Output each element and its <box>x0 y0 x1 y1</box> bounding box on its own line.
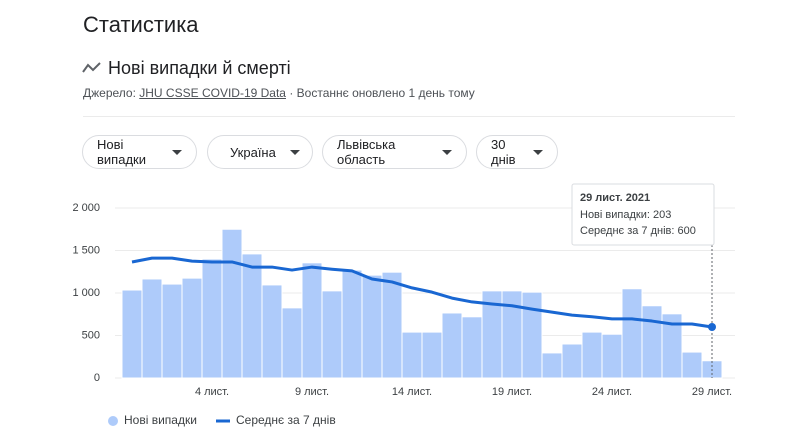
trend-icon <box>82 62 101 73</box>
filter-button[interactable]: Україна <box>207 135 313 169</box>
bar <box>121 289 143 379</box>
bar <box>461 316 483 379</box>
bar <box>281 307 303 379</box>
tooltip-title: 29 лист. 2021 <box>580 192 650 204</box>
filter-label: Україна <box>230 144 276 160</box>
line <box>131 256 713 329</box>
bar <box>581 331 603 379</box>
legend-label: Нові випадки <box>124 413 197 427</box>
bar <box>601 333 623 379</box>
filter-button[interactable]: Нові випадки <box>82 135 197 169</box>
bar <box>661 313 683 379</box>
bar <box>561 343 583 379</box>
bar <box>341 269 363 379</box>
source: Джерело: JHU CSSE COVID-19 Data · Востан… <box>83 86 475 100</box>
x-tick-label: 14 лист. <box>392 386 432 398</box>
divider <box>83 116 735 117</box>
y-tick-label: 0 <box>94 372 100 384</box>
bar <box>221 228 243 379</box>
bar <box>141 278 163 379</box>
bar <box>201 258 223 379</box>
bar <box>241 253 263 379</box>
tooltip-line: Нові випадки: 203 <box>580 209 671 221</box>
x-tick-label: 19 лист. <box>492 386 532 398</box>
bar <box>621 288 643 379</box>
tooltip <box>571 183 715 246</box>
source-prefix: Джерело: <box>83 86 136 100</box>
source-link[interactable]: JHU CSSE COVID-19 Data <box>139 86 286 100</box>
bar <box>401 331 423 379</box>
bar <box>361 274 383 379</box>
hover-point <box>708 323 716 331</box>
filter-button[interactable]: 30 днів <box>476 135 558 169</box>
bar <box>261 284 283 379</box>
y-tick-label: 1 000 <box>72 287 100 299</box>
updated: · Востаннє оновлено 1 день тому <box>289 86 475 100</box>
title: Статистика <box>83 12 199 37</box>
chart: 0 500 1 000 1 500 2 000 4 лист. 9 лист. 14 лист… <box>72 183 735 427</box>
x-tick-label: 4 лист. <box>195 386 229 398</box>
bar <box>161 283 183 379</box>
x-tick-label: 29 лист. <box>692 386 732 398</box>
legend-swatch <box>108 416 118 426</box>
x-tick-label: 9 лист. <box>295 386 329 398</box>
bar <box>321 290 343 379</box>
bar <box>521 291 543 379</box>
y-tick-label: 2 000 <box>72 202 100 214</box>
bar <box>681 351 703 379</box>
y-tick-label: 500 <box>82 329 100 341</box>
legend-label: Середнє за 7 днів <box>236 413 336 427</box>
bar <box>381 271 403 379</box>
bar <box>181 277 203 379</box>
tooltip-line: Середнє за 7 днів: 600 <box>580 225 696 237</box>
filter-label: Львівська область <box>337 137 396 167</box>
filter-button[interactable]: Львівська область <box>322 135 467 169</box>
x-tick-label: 24 лист. <box>592 386 632 398</box>
filter-label: Нові випадки <box>97 137 146 167</box>
bar <box>541 352 563 379</box>
bar <box>641 305 663 379</box>
y-tick-label: 1 500 <box>72 244 100 256</box>
bar <box>421 331 443 379</box>
filter-label: 30 днів <box>491 137 516 167</box>
bar <box>301 262 323 379</box>
bar <box>441 312 463 379</box>
subtitle: Нові випадки й смерті <box>108 58 291 78</box>
